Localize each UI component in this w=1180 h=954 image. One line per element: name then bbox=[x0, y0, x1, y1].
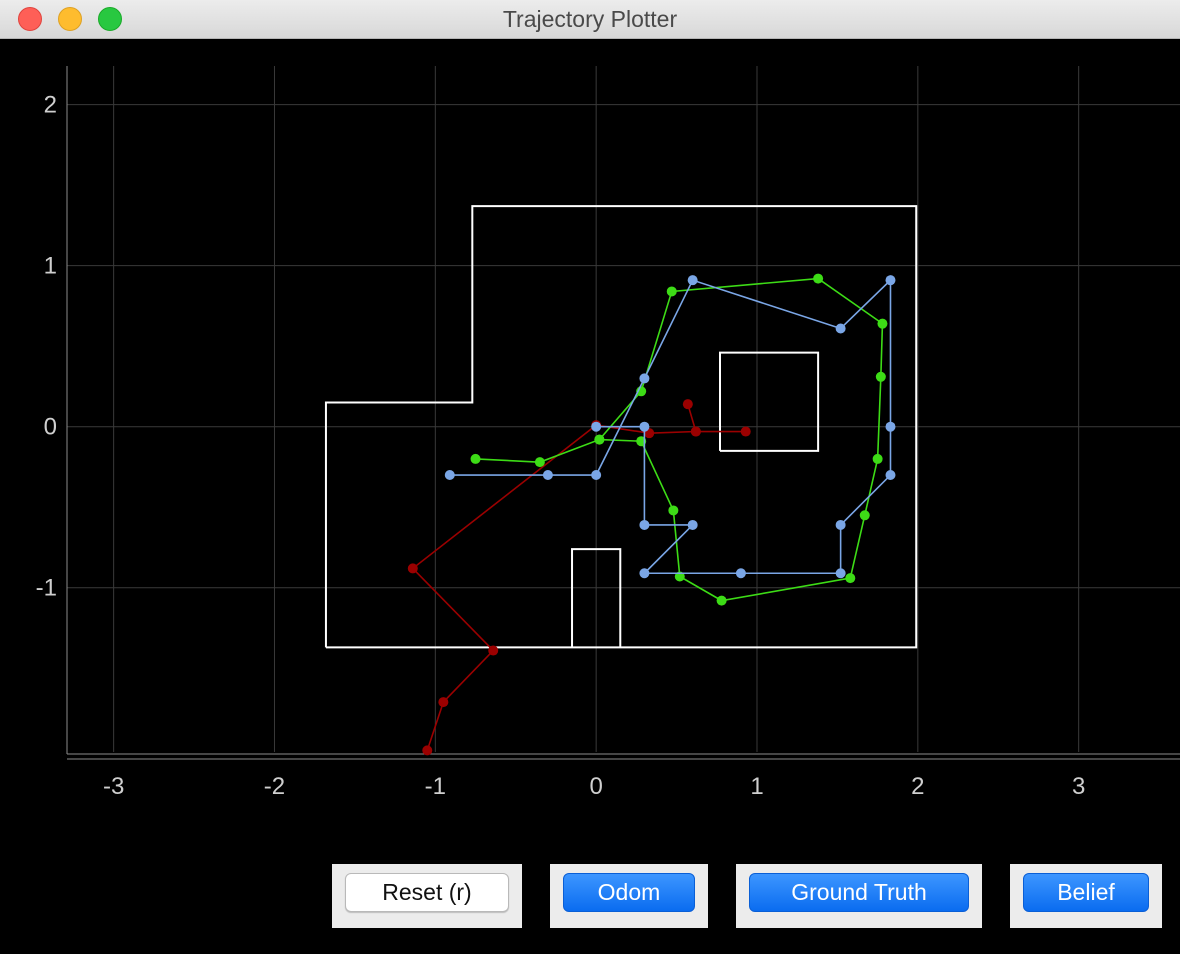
belief-point bbox=[591, 421, 602, 432]
x-tick-label: 3 bbox=[1072, 773, 1085, 800]
odom-point bbox=[407, 563, 418, 574]
belief-point bbox=[835, 568, 846, 579]
x-tick-label: -1 bbox=[425, 773, 446, 800]
ground-truth-trajectory-line bbox=[475, 277, 884, 602]
odom-point bbox=[690, 426, 701, 437]
odom-point bbox=[488, 645, 499, 656]
title-bar: Trajectory Plotter bbox=[0, 0, 1180, 39]
ground-truth-button-panel: Ground Truth bbox=[736, 864, 982, 928]
y-tick-label: 2 bbox=[44, 92, 57, 119]
map-wall bbox=[324, 205, 918, 649]
x-tick-label: 2 bbox=[911, 773, 924, 800]
x-tick-label: 1 bbox=[750, 773, 763, 800]
odom-point bbox=[682, 399, 693, 410]
ground-truth-point bbox=[872, 453, 883, 464]
map-wall bbox=[719, 351, 820, 452]
ground-truth-point bbox=[859, 510, 870, 521]
ground-truth-button[interactable]: Ground Truth bbox=[749, 873, 969, 912]
y-tick-label: 0 bbox=[44, 414, 57, 441]
belief-point bbox=[885, 470, 896, 481]
ground-truth-point bbox=[470, 453, 481, 464]
trajectory-plot: -3 -2 -1 0 1 2 3 2 1 0 -1 bbox=[36, 66, 1180, 800]
belief-point bbox=[835, 323, 846, 334]
belief-point bbox=[542, 470, 553, 481]
ground-truth-point bbox=[877, 318, 888, 329]
reset-button-panel: Reset (r) bbox=[332, 864, 522, 928]
odom-point bbox=[422, 745, 433, 756]
belief-point bbox=[639, 421, 650, 432]
belief-button[interactable]: Belief bbox=[1023, 873, 1149, 912]
belief-point bbox=[885, 421, 896, 432]
odom-point bbox=[438, 697, 449, 708]
belief-point bbox=[687, 519, 698, 530]
ground-truth-point bbox=[716, 595, 727, 606]
belief-point bbox=[835, 519, 846, 530]
odom-button-panel: Odom bbox=[550, 864, 708, 928]
belief-point bbox=[639, 568, 650, 579]
belief-point bbox=[687, 275, 698, 286]
x-tick-label: 0 bbox=[589, 773, 602, 800]
odom-trajectory-line bbox=[411, 403, 746, 751]
close-window-button[interactable] bbox=[18, 7, 42, 31]
ground-truth-point bbox=[534, 457, 545, 468]
odom-button[interactable]: Odom bbox=[563, 873, 695, 912]
window-title: Trajectory Plotter bbox=[502, 6, 678, 32]
ground-truth-point bbox=[668, 505, 679, 516]
belief-point bbox=[885, 275, 896, 286]
ground-truth-point bbox=[845, 573, 856, 584]
belief-point bbox=[735, 568, 746, 579]
ground-truth-point bbox=[875, 371, 886, 382]
minimize-window-button[interactable] bbox=[58, 7, 82, 31]
odom-point bbox=[740, 426, 751, 437]
belief-point bbox=[639, 373, 650, 384]
belief-point bbox=[444, 470, 455, 481]
reset-button[interactable]: Reset (r) bbox=[345, 873, 509, 912]
map-wall bbox=[571, 548, 622, 648]
ground-truth-point bbox=[594, 434, 605, 445]
ground-truth-point bbox=[813, 273, 824, 284]
ground-truth-point bbox=[666, 286, 677, 297]
y-tick-label: 1 bbox=[44, 253, 57, 280]
belief-button-panel: Belief bbox=[1010, 864, 1162, 928]
belief-point bbox=[591, 470, 602, 481]
maximize-window-button[interactable] bbox=[98, 7, 122, 31]
x-tick-label: -3 bbox=[103, 773, 124, 800]
x-tick-label: -2 bbox=[264, 773, 285, 800]
belief-point bbox=[639, 519, 650, 530]
y-tick-label: -1 bbox=[36, 575, 57, 602]
